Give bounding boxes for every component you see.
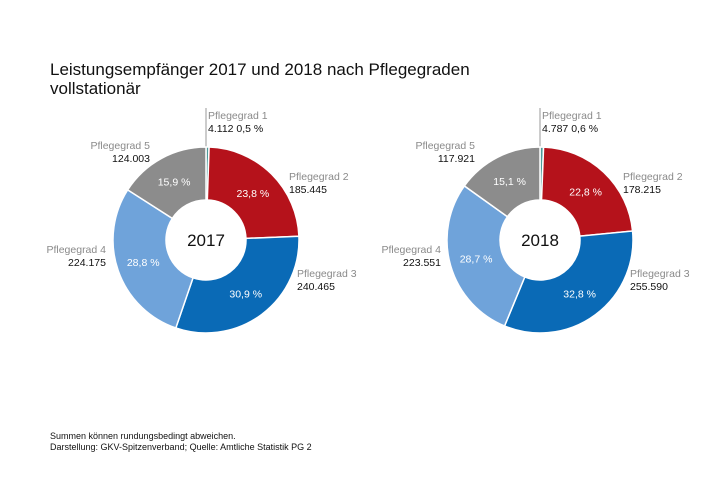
slice-name-label: Pflegegrad 2	[289, 171, 349, 183]
slice-value-label: 223.551	[403, 257, 441, 269]
slice-name-label: Pflegegrad 1	[542, 110, 602, 122]
slice-value-label: 4.112 0,5 %	[208, 123, 263, 135]
slice-value-label: 117.921	[438, 153, 475, 165]
donut-chart-2018: Pflegegrad 14.787 0,6 % 22,8 % Pflegegrad …	[381, 108, 689, 333]
footnote-rounding: Summen können rundungsbedingt abweichen.	[50, 431, 312, 442]
slice-name-label: Pflegegrad 3	[630, 268, 690, 280]
slice-name-label: Pflegegrad 2	[623, 171, 683, 183]
slice-name-label: Pflegegrad 4	[381, 244, 441, 256]
slice-value-label: 224.175	[68, 257, 106, 269]
slice-percent-label: 15,9 %	[158, 177, 191, 189]
slice-percent-label: 15,1 %	[493, 176, 526, 188]
slice-value-label: 124.003	[112, 153, 150, 165]
slice-name-label: Pflegegrad 5	[415, 140, 475, 152]
slice-name-label: Pflegegrad 4	[46, 244, 106, 256]
slice-percent-label: 32,8 %	[563, 288, 596, 300]
slice-value-label: 240.465	[297, 281, 335, 293]
slice-percent-label: 22,8 %	[569, 187, 602, 199]
donut-charts: Pflegegrad 14.112 0,5 %23,8 %Pflegegrad …	[0, 0, 709, 500]
slice-percent-label: 28,8 %	[127, 257, 160, 269]
slice-value-label: 255.590	[630, 281, 668, 293]
slice-value-label: 185.445	[289, 184, 327, 196]
slice-pflegegrad-3	[176, 236, 299, 333]
center-year-label: 2017	[187, 231, 225, 250]
donut-chart-2017: Pflegegrad 14.112 0,5 % 23,8 % Pflegegrad …	[46, 108, 356, 333]
slice-percent-label: 28,7 %	[460, 253, 493, 265]
footnote: Summen können rundungsbedingt abweichen.…	[50, 431, 312, 453]
slice-value-label: 178.215	[623, 184, 661, 196]
slice-name-label: Pflegegrad 3	[297, 268, 357, 280]
center-year-label: 2018	[521, 231, 559, 250]
footnote-source: Darstellung: GKV-Spitzenverband; Quelle:…	[50, 442, 312, 453]
slice-name-label: Pflegegrad 1	[208, 110, 268, 122]
slice-value-label: 4.787 0,6 %	[542, 123, 598, 135]
slice-percent-label: 23,8 %	[237, 188, 270, 200]
slice-percent-label: 30,9 %	[229, 288, 262, 300]
slice-name-label: Pflegegrad 5	[90, 140, 150, 152]
